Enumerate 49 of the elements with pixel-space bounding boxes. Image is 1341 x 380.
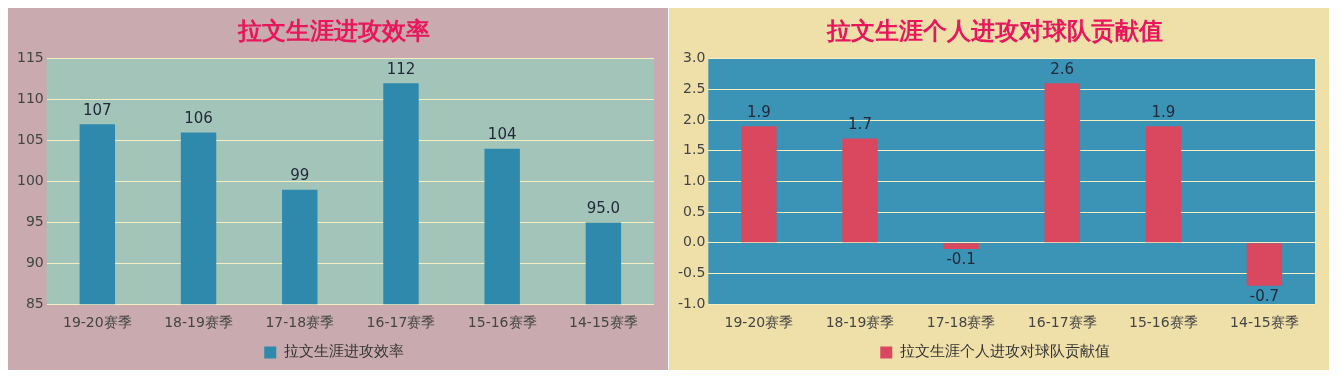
data-label: -0.7 [1249,287,1280,306]
data-label: -0.1 [946,250,976,269]
x-tick-label: 19-20赛季 [62,314,132,331]
data-label: 2.6 [1050,59,1075,78]
chart-title: 拉文生涯进攻效率 [237,15,430,45]
data-label: 112 [386,59,416,78]
x-tick-label: 15-16赛季 [1128,314,1198,331]
x-tick-label: 17-18赛季 [926,314,996,331]
data-label: 1.9 [746,102,771,121]
y-tick-label: 115 [16,49,44,66]
data-label: 107 [83,100,112,119]
x-tick-label: 14-15赛季 [1230,314,1299,331]
bar [842,138,878,243]
x-tick-label: 18-19赛季 [825,314,895,331]
y-tick-label: 105 [16,131,44,148]
data-label: 1.9 [1151,102,1176,121]
y-tick-label: 100 [16,172,44,189]
legend-label: 拉文生涯个人进攻对球队贡献值 [899,342,1110,361]
chart-title: 拉文生涯个人进攻对球队贡献值 [826,15,1163,45]
y-tick-label: 1.0 [683,172,706,189]
data-label: 104 [487,125,517,144]
y-tick-label: 90 [25,253,44,270]
bar [1044,83,1080,243]
y-tick-label: 0.5 [683,202,706,219]
y-tick-label: 1.5 [683,141,706,158]
bar [741,126,777,243]
x-tick-label: 14-15赛季 [569,314,638,331]
y-tick-label: 3.0 [683,49,706,66]
data-label: 106 [184,108,213,127]
y-tick-label: 0.0 [683,233,706,250]
y-tick-label: 2.5 [683,80,706,97]
x-tick-label: 19-20赛季 [724,314,794,331]
x-tick-label: 16-17赛季 [1027,314,1097,331]
y-tick-label: -1.0 [677,294,706,311]
bar [1246,243,1283,286]
y-tick-label: 110 [16,90,44,107]
y-tick-label: 95 [25,213,44,230]
y-tick-label: 85 [25,294,44,311]
y-tick-label: 2.0 [683,110,706,127]
y-tick-label: -0.5 [677,264,706,281]
x-tick-label: 15-16赛季 [467,314,537,331]
x-tick-label: 16-17赛季 [366,314,436,331]
data-label: 95.0 [586,198,621,217]
bar [1145,126,1182,243]
x-tick-label: 17-18赛季 [265,314,335,331]
legend-label: 拉文生涯进攻效率 [283,342,404,361]
data-label: 99 [290,166,310,185]
bar [943,243,979,249]
x-tick-label: 18-19赛季 [164,314,233,331]
